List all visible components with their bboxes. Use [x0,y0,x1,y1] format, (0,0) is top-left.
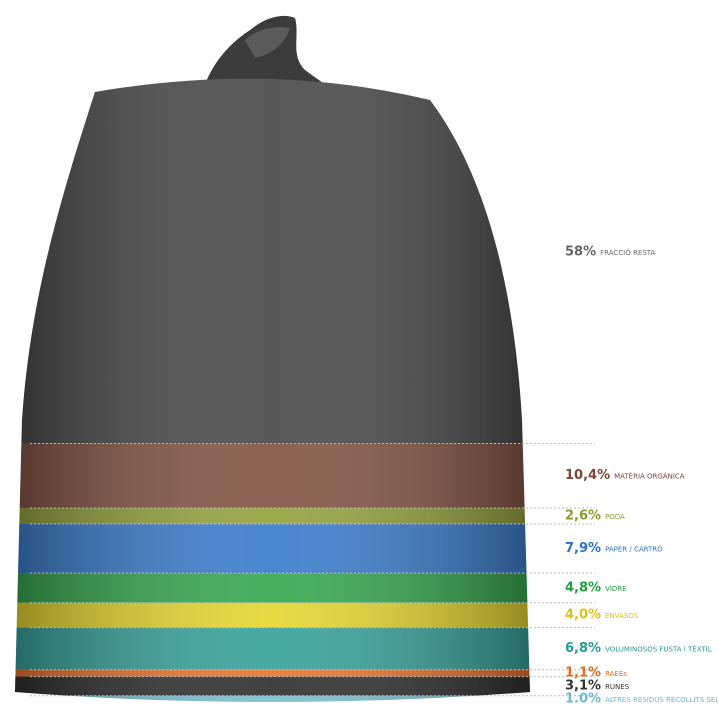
value-label: 6,8% [565,641,601,656]
value-label: 58% [565,245,596,260]
value-label: 1.0% [565,691,601,706]
category-label: ALTRES RESIDUS RECOLLITS SELECTIVAMENT [605,696,718,704]
category-label: FRACCIÓ RESTA [600,248,655,257]
labels: 58% FRACCIÓ RESTA 10,4% MATÈRIA ORGÀNICA 2,6… [30,245,718,706]
category-label: RAEEs [605,670,627,678]
category-label: PAPER / CARTRÓ [605,545,663,554]
category-label: RUNES [605,683,630,691]
value-label: 4,8% [565,580,601,595]
category-label: MATÈRIA ORGÀNICA [614,472,685,481]
value-label: 7,9% [565,541,601,556]
category-label: ENVASOS [605,612,639,620]
category-label: VOLUMINOSOS FUSTA I TÈXTIL [605,645,712,654]
value-label: 4,0% [565,608,601,623]
value-label: 3,1% [565,679,601,694]
value-label: 10,4% [565,468,610,483]
value-label: 2,6% [565,509,601,524]
category-label: PODA [605,513,625,521]
category-label: VIDRE [605,585,627,593]
bag-shading [15,78,530,702]
